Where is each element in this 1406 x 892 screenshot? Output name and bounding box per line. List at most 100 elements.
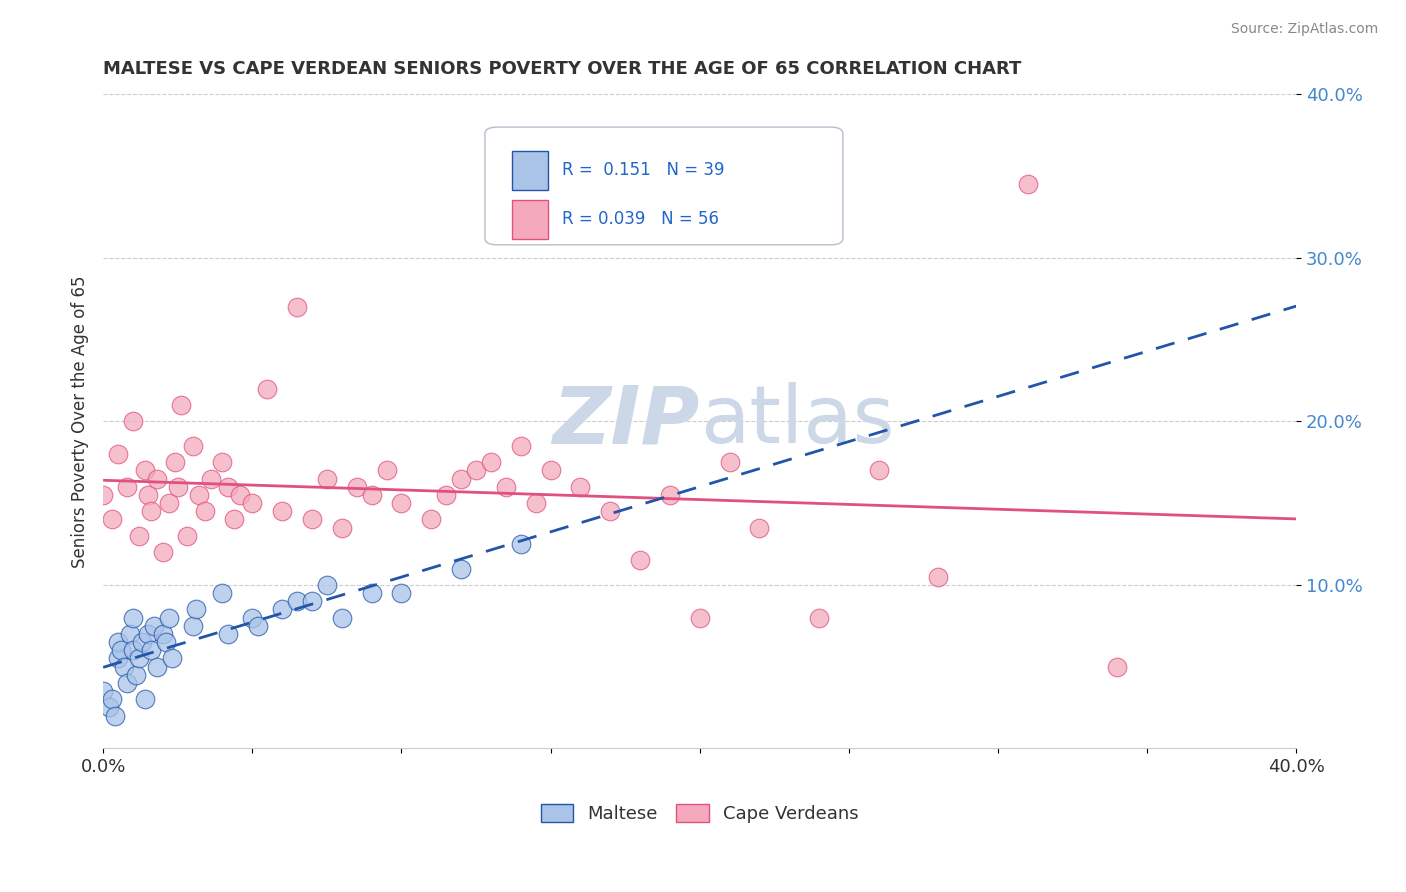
Point [360,586,382,600]
Point [689,610,711,624]
Point [868,463,890,477]
Point [146,659,169,673]
Point [240,610,263,624]
Text: ZIP: ZIP [553,383,700,460]
Point [110,643,132,657]
Point [155,635,177,649]
Text: atlas: atlas [700,383,894,460]
Point [181,619,204,633]
Point [181,439,204,453]
Point [271,504,294,518]
Point [1107,659,1129,673]
Point [479,455,502,469]
Point [122,643,145,657]
Point [157,610,180,624]
Point [146,472,169,486]
Point [217,480,239,494]
Point [107,447,129,461]
Point [391,586,413,600]
Point [330,521,353,535]
Text: R = 0.039   N = 56: R = 0.039 N = 56 [562,211,720,228]
Point [134,463,156,477]
Point [98,700,121,714]
Point [540,463,562,477]
Point [184,602,207,616]
Point [285,300,308,314]
Point [315,472,337,486]
Point [139,504,162,518]
Point [166,480,188,494]
Point [509,537,531,551]
Text: R =  0.151   N = 39: R = 0.151 N = 39 [562,161,725,179]
Point [360,488,382,502]
Point [136,627,159,641]
Point [599,504,621,518]
Point [118,627,141,641]
Point [1017,178,1039,192]
Point [200,472,222,486]
Point [128,651,150,665]
Point [229,488,252,502]
Point [139,643,162,657]
Point [524,496,547,510]
Point [315,578,337,592]
Point [346,480,368,494]
Point [101,692,124,706]
Point [628,553,651,567]
Point [157,496,180,510]
Point [104,708,127,723]
Point [211,586,233,600]
Point [142,619,165,633]
Point [136,488,159,502]
Point [240,496,263,510]
Point [176,529,198,543]
Point [131,635,153,649]
Point [163,455,186,469]
Point [569,480,592,494]
Text: Source: ZipAtlas.com: Source: ZipAtlas.com [1230,22,1378,37]
Point [330,610,353,624]
Point [122,414,145,428]
Point [101,512,124,526]
Point [91,488,114,502]
Point [217,627,239,641]
Point [152,627,174,641]
Point [420,512,443,526]
Point [718,455,741,469]
Point [112,659,135,673]
Point [193,504,215,518]
Point [658,488,681,502]
Point [509,439,531,453]
Point [927,570,949,584]
Point [152,545,174,559]
Point [450,561,472,575]
Point [160,651,183,665]
Point [224,512,246,526]
Point [107,635,129,649]
Point [107,651,129,665]
Point [391,496,413,510]
Point [271,602,294,616]
Point [256,382,278,396]
Point [285,594,308,608]
Point [211,455,233,469]
Point [115,480,138,494]
Point [434,488,457,502]
Point [465,463,488,477]
Point [128,529,150,543]
Point [748,521,770,535]
Legend: Maltese, Cape Verdeans: Maltese, Cape Verdeans [533,797,866,830]
Y-axis label: Seniors Poverty Over the Age of 65: Seniors Poverty Over the Age of 65 [72,275,89,567]
Point [134,692,156,706]
Point [122,610,145,624]
Text: MALTESE VS CAPE VERDEAN SENIORS POVERTY OVER THE AGE OF 65 CORRELATION CHART: MALTESE VS CAPE VERDEAN SENIORS POVERTY … [103,60,1022,78]
Point [125,668,148,682]
Point [375,463,398,477]
Point [450,472,472,486]
Point [247,619,270,633]
Point [808,610,831,624]
Point [495,480,517,494]
FancyBboxPatch shape [485,128,842,244]
Point [170,398,193,412]
Point [301,594,323,608]
